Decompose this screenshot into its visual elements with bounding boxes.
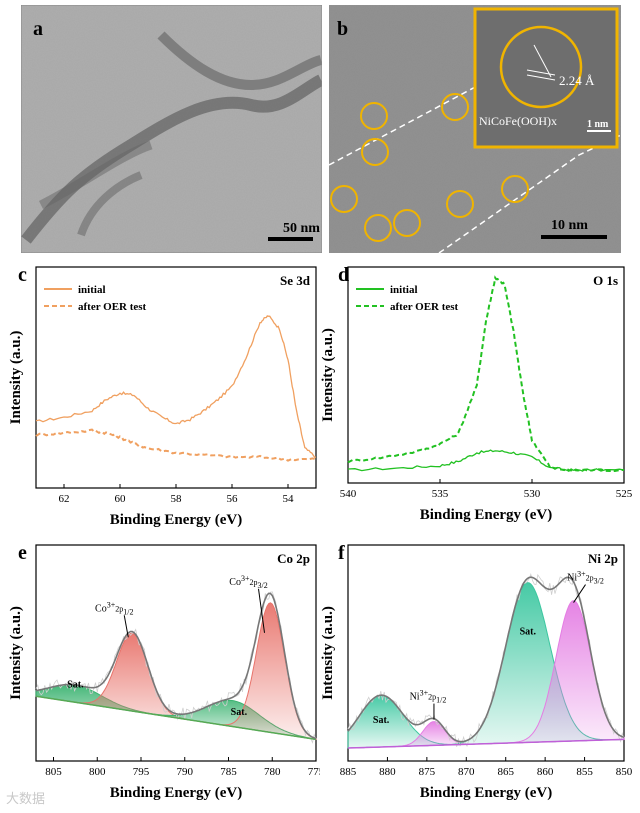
x-tick-label: 860 [537,766,554,778]
peak-label-1: Ni3+2p1/2 [410,689,447,705]
x-tick-label: 58 [171,493,183,505]
plot-frame [347,266,625,484]
y-axis-label: Intensity (a.u.) [320,328,336,422]
x-tick-label: 800 [89,766,106,778]
peak-arrow [123,615,129,638]
plot-frame [347,544,625,762]
fit-peak-3 [35,602,317,740]
xps-plot-d: 540 535 530 525 Binding Energy (eV) Intensity… [320,264,633,523]
peak-label-3: Co3+2p3/2 [229,574,267,590]
scale-label-a: 50 nm [283,221,320,236]
series-line-after-oer-test [35,428,317,462]
x-tick-label: 790 [177,766,194,778]
element-label: O 1s [593,273,618,288]
panel-letter-d: d [338,264,349,286]
x-tick-label: 865 [497,766,514,778]
x-tick-label: 54 [283,493,295,505]
x-tick-label: 850 [616,766,633,778]
x-tick-label: 56 [227,493,239,505]
y-axis-label: Intensity (a.u.) [8,331,24,425]
x-tick-label: 795 [133,766,150,778]
x-tick-label: 530 [524,488,541,500]
inset-scale-label: 1 nm [587,119,609,130]
x-tick-label: 62 [59,493,70,505]
baseline [35,695,317,741]
x-tick-label: 535 [432,488,449,500]
panel-a: a 50 nm [20,4,324,254]
xps-plot-c: 62 60 58 56 54 Binding Energy (eV) Intensity (… [8,264,317,528]
x-tick-label: 805 [45,766,62,778]
hrtem-inset: 2.24 Å NiCoFe(OOH)x 1 nm [473,7,619,149]
x-axis-label: Binding Energy (eV) [110,785,243,801]
panel-letter-e: e [18,542,27,564]
x-axis-label: Binding Energy (eV) [420,785,553,801]
element-label: Se 3d [280,273,311,288]
x-tick-label: 870 [458,766,475,778]
x-tick-label: 875 [419,766,436,778]
x-tick-label: 60 [115,493,127,505]
x-axis-label: Binding Energy (eV) [420,507,553,523]
x-tick-label: 855 [576,766,593,778]
baseline [347,738,625,749]
scale-label-b: 10 nm [551,218,588,233]
peak-arrow [573,584,586,603]
watermark-text: 大数据 [6,792,46,807]
panel-letter-b: b [337,18,348,40]
x-tick-label: 885 [340,766,357,778]
tem-image-b: 2.24 Å NiCoFe(OOH)x 1 nm b 10 nm [328,5,622,254]
sat-label: Sat. [373,715,390,726]
xps-plot-f: 885 880 875 870 865 860 855 850 Binding Energy (… [320,542,633,801]
panel-letter-a: a [33,18,43,40]
fit-envelope [347,576,625,743]
peak-label-3: Ni3+2p3/2 [567,570,604,586]
legend-label: after OER test [78,301,147,313]
peak-arrow [258,588,265,633]
fit-envelope [35,592,317,740]
element-label: Co 2p [277,551,310,566]
x-tick-label: 785 [220,766,237,778]
peak-label-1: Co3+2p1/2 [95,600,133,616]
nanoparticle-circles [330,93,529,242]
sat-label: Sat. [231,707,248,718]
lattice-spacing-label: 2.24 Å [559,73,595,88]
panel-letter-c: c [18,264,27,286]
series-line-initial [35,315,317,458]
legend-label: after OER test [390,301,459,313]
panel-letter-f: f [338,542,345,564]
x-tick-label: 775 [308,766,320,778]
xps-plot-e: 805 800 795 790 785 780 775 Binding Energy (eV)… [8,542,320,801]
tem-image-a: a 50 nm [20,4,324,254]
sat-label: Sat. [520,627,537,638]
panel-b: 2.24 Å NiCoFe(OOH)x 1 nm b 10 nm [328,5,622,254]
legend-label: initial [390,284,418,296]
x-tick-label: 880 [379,766,396,778]
x-tick-label: 525 [616,488,633,500]
inset-phase-label: NiCoFe(OOH)x [479,114,557,128]
series-line-initial [347,449,625,472]
watermark: 大数据 [6,788,45,807]
x-tick-label: 780 [264,766,281,778]
x-axis-label: Binding Energy (eV) [110,512,243,528]
sat-label: Sat. [67,680,84,691]
x-tick-label: 540 [340,488,357,500]
element-label: Ni 2p [588,551,618,566]
legend-label: initial [78,284,106,296]
plot-frame [35,544,317,762]
y-axis-label: Intensity (a.u.) [320,606,336,700]
y-axis-label: Intensity (a.u.) [8,606,24,700]
